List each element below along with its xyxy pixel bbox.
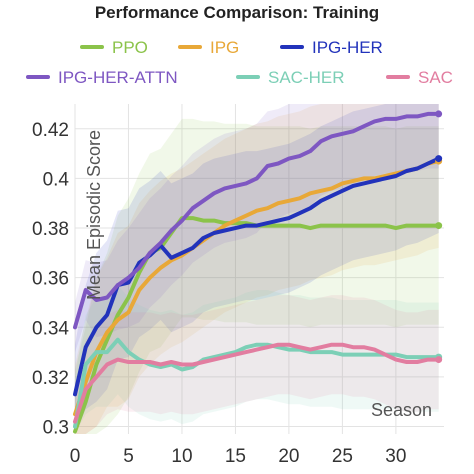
y-tick-label: 0.32 [32, 368, 69, 389]
legend-label: IPG-HER-ATTN [58, 68, 178, 87]
band-ppo [75, 118, 439, 435]
legend: PPO IPG IPG-HER IPG-HER-ATTN SAC-HER SAC [26, 38, 453, 87]
x-tick-label: 10 [171, 446, 192, 467]
legend-label: SAC [418, 68, 453, 87]
x-tick-label: 5 [123, 446, 134, 467]
legend-label: PPO [112, 38, 148, 57]
end-point-ppo [435, 222, 443, 230]
x-tick-label: 20 [278, 446, 299, 467]
end-point-ipg-her-attn [435, 110, 443, 118]
x-tick-label: 0 [70, 446, 81, 467]
grid [74, 104, 444, 434]
band-sac [75, 295, 439, 434]
end-point-ipg-her [435, 155, 443, 163]
y-tick-labels: 0.3 0.32 0.34 0.36 0.38 0.4 0.42 [32, 120, 69, 439]
y-tick-label: 0.34 [32, 318, 69, 339]
line-ipg-her-attn [73, 111, 441, 330]
y-tick-label: 0.4 [43, 169, 70, 190]
legend-item-ipg: IPG [178, 38, 239, 57]
x-tick-label: 15 [225, 446, 246, 467]
band-ipg-her-attn [75, 104, 439, 353]
legend-label: IPG-HER [312, 38, 383, 57]
line-ipg [73, 159, 441, 417]
line-sac-her [73, 337, 441, 429]
legend-item-ipg-her-attn: IPG-HER-ATTN [26, 68, 178, 87]
legend-item-sac: SAC [386, 68, 453, 87]
chart-title: Performance Comparison: Training [95, 3, 379, 22]
x-tick-labels: 0 5 10 15 20 25 30 [70, 446, 407, 467]
y-axis-label: Mean Episodic Score [84, 130, 104, 300]
legend-item-sac-her: SAC-HER [236, 68, 345, 87]
legend-item-ppo: PPO [80, 38, 148, 57]
y-tick-label: 0.36 [32, 269, 69, 290]
x-tick-label: 30 [385, 446, 406, 467]
series-end-markers [435, 110, 443, 364]
line-sac [73, 342, 441, 424]
band-sac-her [75, 285, 439, 434]
legend-item-ipg-her: IPG-HER [280, 38, 383, 57]
series-lines [73, 111, 441, 434]
x-axis-label: Season [371, 400, 432, 420]
legend-label: IPG [210, 38, 239, 57]
plot-area [73, 104, 444, 435]
legend-label: SAC-HER [268, 68, 345, 87]
y-tick-label: 0.38 [32, 219, 69, 240]
y-tick-label: 0.42 [32, 120, 69, 141]
end-point-sac [435, 356, 443, 364]
y-tick-label: 0.3 [43, 418, 69, 439]
x-tick-label: 25 [332, 446, 353, 467]
